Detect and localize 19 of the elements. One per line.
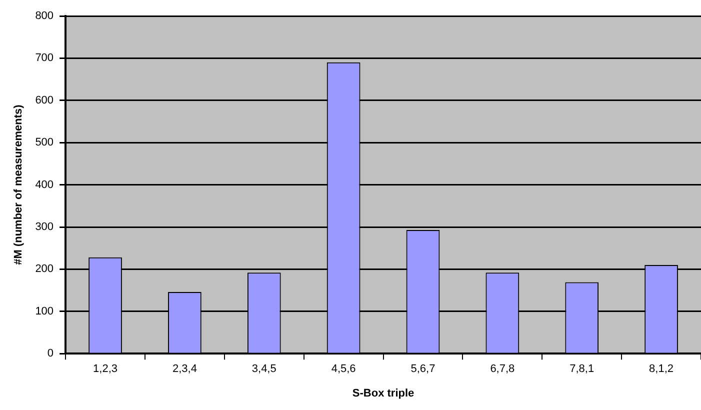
y-tick-label: 700 [35,52,54,64]
y-tick-label: 600 [35,94,54,106]
x-tick-label: 4,5,6 [331,363,356,376]
x-tick-label: 5,6,7 [410,363,436,376]
y-axis-title: #M (number of measurements) [12,104,25,265]
x-tick-label: 8,1,2 [649,363,674,376]
x-axis-title: S-Box triple [352,387,414,400]
y-tick-label: 800 [35,10,54,22]
x-tick-label: 2,3,4 [172,363,197,376]
y-tick-label: 500 [35,136,54,149]
x-tick-label: 1,2,3 [93,363,118,376]
y-tick-label: 0 [47,348,54,360]
x-tick-label: 7,8,1 [570,363,594,376]
x-tick-label: 6,7,8 [490,363,515,376]
y-tick-label: 300 [35,221,54,234]
y-tick-label: 200 [35,263,54,276]
y-tick-label: 100 [35,305,54,318]
y-tick-label: 400 [35,178,54,191]
x-tick-label: 3,4,5 [252,363,276,376]
